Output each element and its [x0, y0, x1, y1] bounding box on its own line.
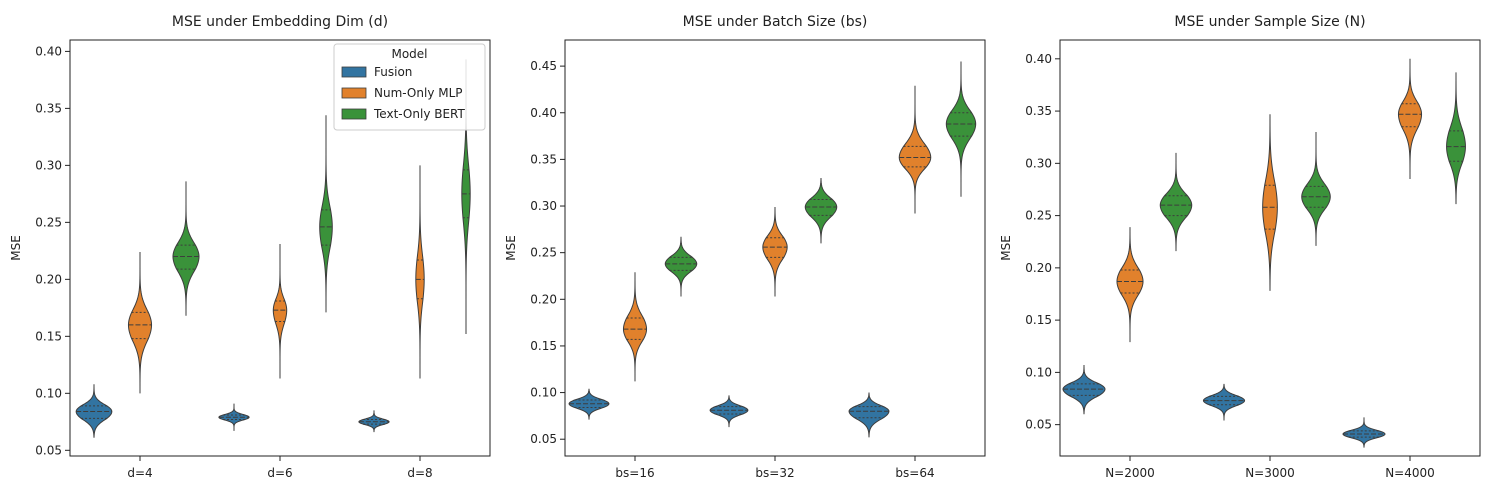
- panels: MSE under Embedding Dim (d) 0.05 0.10 0.15 0…: [9, 14, 1481, 480]
- y-tick-label: 0.25: [1025, 209, 1052, 223]
- violin-text-only-bert-2: [804, 178, 838, 244]
- y-tick-label: 0.15: [530, 339, 557, 353]
- y-tick-label: 0.25: [530, 246, 557, 260]
- y-axis-label: MSE: [9, 235, 23, 261]
- violin-text-only-bert-3: [945, 61, 977, 197]
- y-tick-label: 0.10: [530, 386, 557, 400]
- y-tick-label: 0.10: [1025, 365, 1052, 379]
- x-tick-label: bs=64: [895, 466, 934, 480]
- violin-num-only-mlp-2: [1262, 114, 1278, 291]
- y-tick-label: 0.40: [35, 44, 62, 58]
- violin-text-only-bert-1: [1159, 152, 1193, 252]
- violin-fusion-2: [1202, 383, 1246, 421]
- x-tick-label: N=4000: [1385, 466, 1435, 480]
- y-tick-label: 0.30: [1025, 156, 1052, 170]
- violin-fusion-2: [709, 395, 749, 428]
- y-tick-label: 0.35: [1025, 104, 1052, 118]
- y-tick-label: 0.15: [1025, 313, 1052, 327]
- plot-frame: [1059, 39, 1481, 457]
- y-tick-label: 0.40: [1025, 52, 1052, 66]
- violin-num-only-mlp-2: [762, 206, 788, 297]
- violin-text-only-bert-3: [461, 59, 471, 335]
- chart-panel-1: MSE under Embedding Dim (d) 0.05 0.10 0.15 0…: [9, 14, 491, 480]
- y-tick-label: 0.20: [530, 292, 557, 306]
- violin-text-only-bert-2: [319, 115, 333, 313]
- violin-fusion-3: [848, 392, 890, 438]
- chart-title: MSE under Sample Size (N): [1174, 14, 1365, 30]
- plot-frame: [564, 39, 986, 457]
- y-tick-label: 0.05: [35, 443, 62, 457]
- violin-num-only-mlp-2: [272, 244, 288, 379]
- violin-text-only-bert-1: [172, 181, 200, 316]
- legend-box: [333, 43, 486, 131]
- y-tick-label: 0.20: [1025, 261, 1052, 275]
- y-tick-label: 0.20: [35, 272, 62, 286]
- violin-num-only-mlp-1: [622, 272, 648, 382]
- legend-swatch: [341, 108, 367, 120]
- chart-title: MSE under Embedding Dim (d): [172, 14, 388, 30]
- x-tick-label: d=8: [407, 466, 432, 480]
- chart-panel-2: MSE under Batch Size (bs) 0.05 0.10 0.15 0.2…: [504, 14, 986, 480]
- violin-num-only-mlp-1: [127, 251, 153, 394]
- chart-title: MSE under Batch Size (bs): [683, 14, 868, 30]
- violin-fusion-1: [75, 384, 113, 438]
- violin-fusion-1: [1062, 365, 1106, 415]
- y-tick-label: 0.15: [35, 329, 62, 343]
- violin-num-only-mlp-3: [898, 85, 932, 214]
- y-axis-label: MSE: [999, 235, 1013, 261]
- y-tick-label: 0.25: [35, 215, 62, 229]
- violin-fusion-1: [568, 388, 610, 420]
- y-tick-label: 0.35: [35, 101, 62, 115]
- y-tick-label: 0.10: [35, 386, 62, 400]
- y-tick-label: 0.35: [530, 152, 557, 166]
- x-tick-label: d=6: [267, 466, 292, 480]
- legend-title: Model: [391, 47, 427, 61]
- legend: Model Fusion Num-Only MLP Text-Only BERT: [333, 43, 486, 131]
- y-tick-label: 0.05: [530, 432, 557, 446]
- chart-panel-3: MSE under Sample Size (N) 0.05 0.10 0.15 0.2…: [999, 14, 1481, 480]
- y-tick-label: 0.40: [530, 106, 557, 120]
- x-tick-label: bs=32: [755, 466, 794, 480]
- legend-entry-label: Text-Only BERT: [373, 107, 466, 121]
- x-tick-label: d=4: [127, 466, 152, 480]
- y-tick-label: 0.05: [1025, 418, 1052, 432]
- plot-frame: [69, 39, 491, 457]
- violin-text-only-bert-2: [1301, 131, 1331, 246]
- legend-entry-label: Num-Only MLP: [374, 86, 463, 100]
- y-tick-label: 0.30: [530, 199, 557, 213]
- x-tick-label: bs=16: [615, 466, 654, 480]
- violin-num-only-mlp-1: [1116, 227, 1144, 343]
- violin-text-only-bert-1: [664, 236, 698, 297]
- legend-entry-label: Fusion: [374, 65, 412, 79]
- violin-fusion-3: [358, 410, 390, 433]
- violin-text-only-bert-3: [1446, 72, 1466, 205]
- legend-swatch: [341, 66, 367, 78]
- y-axis-label: MSE: [504, 235, 518, 261]
- x-tick-label: N=2000: [1105, 466, 1155, 480]
- y-tick-label: 0.30: [35, 158, 62, 172]
- legend-swatch: [341, 87, 367, 99]
- violin-num-only-mlp-3: [415, 165, 425, 379]
- violin-fusion-3: [1342, 417, 1386, 448]
- y-tick-label: 0.45: [530, 59, 557, 73]
- x-tick-label: N=3000: [1245, 466, 1295, 480]
- violin-num-only-mlp-3: [1397, 58, 1423, 180]
